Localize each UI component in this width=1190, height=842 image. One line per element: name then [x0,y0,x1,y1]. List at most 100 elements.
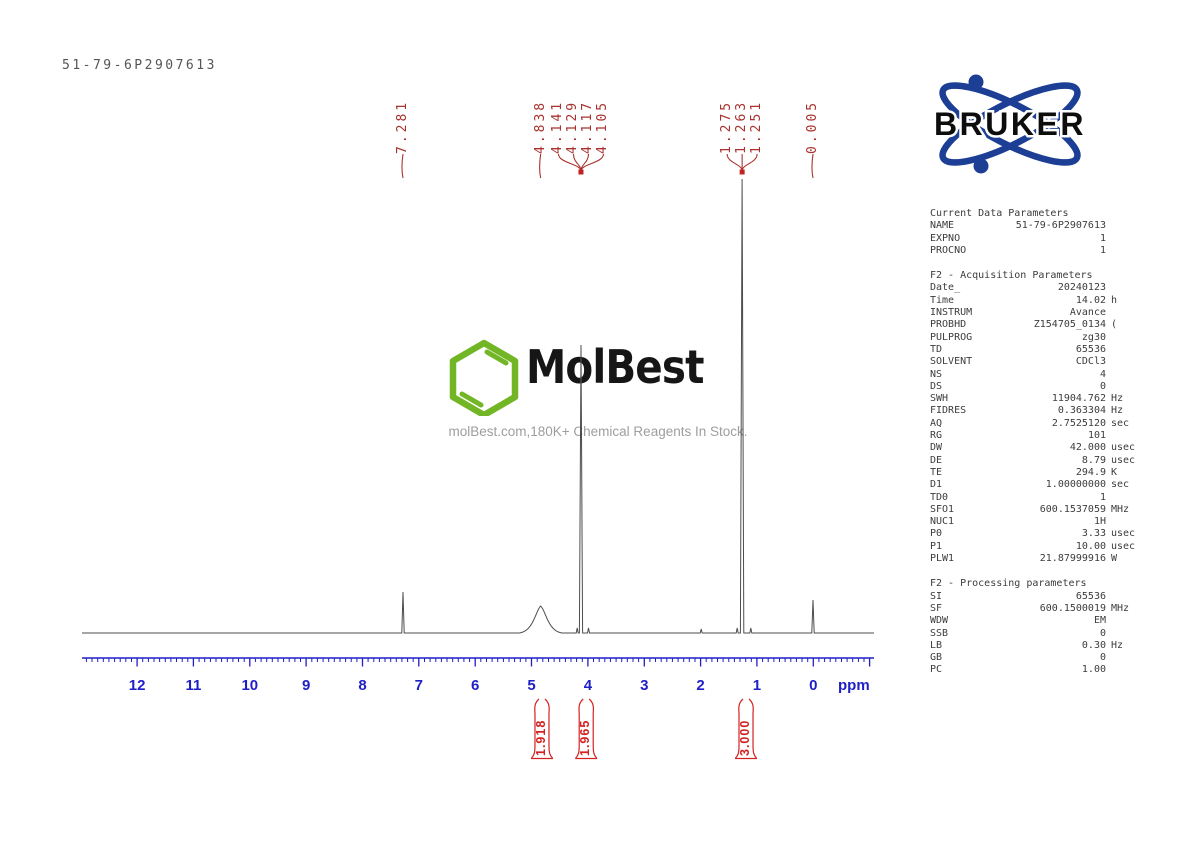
parameter-row: SSB 0 [930,628,1160,640]
axis-tick-label: 1 [753,677,761,694]
watermark-tagline: molBest.com,180K+ Chemical Reagents In S… [448,424,748,439]
parameter-value: 8.79 [1081,454,1106,466]
parameter-key: PC [930,664,943,676]
parameter-value: Avance [1069,307,1106,319]
peak-connector [572,153,582,172]
parameter-unit: K [1111,466,1118,478]
parameter-value: 1 [1099,232,1106,244]
axis-tick-label: 0 [809,677,817,694]
axis-tick-label: 9 [302,677,310,694]
parameter-row: D1 1.00000000 sec [930,479,1160,491]
parameter-key: NS [930,368,943,380]
parameter-key: PROBHD [930,319,967,331]
parameter-key: P0 [930,528,943,540]
parameter-unit: W [1111,553,1118,565]
parameter-key: Time [930,294,955,306]
peak-connector [557,153,582,172]
parameter-unit: sec [1111,479,1130,491]
parameter-row: NAME 51-79-6P2907613 [930,220,1160,232]
parameter-value: 1.00 [1081,664,1106,676]
parameter-key: PLW1 [930,553,955,565]
parameter-key: D1 [930,479,943,491]
parameter-key: SI [930,590,943,602]
parameter-row: EXPNO 1 [930,233,1160,245]
integral-value-label: 1.965 [578,719,593,756]
parameter-key: P1 [930,540,943,552]
parameter-row: WDW EM [930,615,1160,627]
parameter-unit: sec [1111,417,1130,429]
parameter-key: TD [930,343,943,355]
parameter-unit: usec [1111,454,1136,466]
parameter-key: PROCNO [930,244,967,256]
parameter-value: 600.1537059 [1039,503,1106,515]
parameter-row: Date_ 20240123 [930,282,1160,294]
parameter-key: SWH [930,393,949,405]
parameter-key: NUC1 [930,516,955,528]
parameter-key: LB [930,639,943,651]
parameter-unit: MHz [1111,503,1130,515]
parameter-key: DW [930,442,943,454]
parameter-value: 0 [1099,627,1106,639]
parameter-value: 0 [1099,652,1106,664]
parameter-unit: usec [1111,540,1136,552]
parameter-value: 3.33 [1081,528,1106,540]
parameter-key: SF [930,602,943,614]
axis-tick-label: 5 [527,677,535,694]
parameter-row: TD0 1 [930,492,1160,504]
parameter-value: 11904.762 [1051,393,1106,405]
parameter-row: DW 42.000 usec [930,442,1160,454]
parameter-key: EXPNO [930,232,961,244]
peak-group-marker [578,169,584,175]
parameter-row: P0 3.33 usec [930,528,1160,540]
axis-tick-label: 8 [358,677,366,694]
molbest-hexagon-icon [449,339,519,416]
parameter-row: TE 294.9 K [930,467,1160,479]
axis-minor-ticks [85,658,865,662]
parameter-value: 294.9 [1075,466,1106,478]
parameter-value: 1H [1093,516,1106,528]
parameter-section-title: F2 - Processing parameters [930,578,1087,590]
parameter-value: 14.02 [1075,294,1106,306]
parameter-value: 1 [1099,491,1106,503]
parameter-value: 4 [1099,368,1106,380]
peak-ppm-label: 4.105 [595,99,611,154]
parameter-key: DS [930,380,943,392]
peak-connector [741,153,758,172]
parameter-unit: usec [1111,528,1136,540]
parameter-row: AQ 2.7525120 sec [930,418,1160,430]
parameter-value: 101 [1087,430,1106,442]
parameter-section: F2 - Processing parameters SI 65536 SF 600.1… [930,578,1160,676]
integral-value-label: 1.918 [533,719,548,756]
parameter-row: GB 0 [930,652,1160,664]
parameter-key: Date_ [930,282,961,294]
peak-ppm-label: 4.838 [532,99,548,154]
parameter-unit: Hz [1111,639,1124,651]
parameter-row: LB 0.30 Hz [930,640,1160,652]
peak-ppm-label: 0.005 [805,99,821,154]
parameter-value: 0.30 [1081,639,1106,651]
bruker-logo: BRUKER [920,66,1105,188]
parameter-key: TE [930,466,943,478]
parameter-row: PROCNO 1 [930,245,1160,257]
watermark: MolBest molBest.com,180K+ Chemical Reage… [448,338,748,439]
peak-ppm-label: 7.281 [395,99,411,154]
parameter-row: PLW1 21.87999916 W [930,553,1160,565]
axis-tick-label: 4 [584,677,593,694]
parameter-section: F2 - Acquisition Parameters Date_ 20240123… [930,270,1160,565]
axis-tick-label: 12 [129,677,146,694]
parameter-value: 20240123 [1057,282,1106,294]
parameter-key: INSTRUM [930,307,973,319]
parameter-row: SOLVENT CDCl3 [930,356,1160,368]
parameter-value: 65536 [1075,343,1106,355]
peak-connector [580,153,605,172]
parameter-value: 600.1500019 [1039,602,1106,614]
parameter-section: Current Data Parameters NAME 51-79-6P29076… [930,208,1160,257]
peak-ppm-label: 1.275 [719,99,735,154]
parameter-row: TD 65536 [930,344,1160,356]
peak-ppm-label: 1.251 [749,99,765,154]
parameter-row: PULPROG zg30 [930,332,1160,344]
parameter-value: 65536 [1075,590,1106,602]
peak-connector [580,153,590,172]
parameter-value: 1 [1099,244,1106,256]
